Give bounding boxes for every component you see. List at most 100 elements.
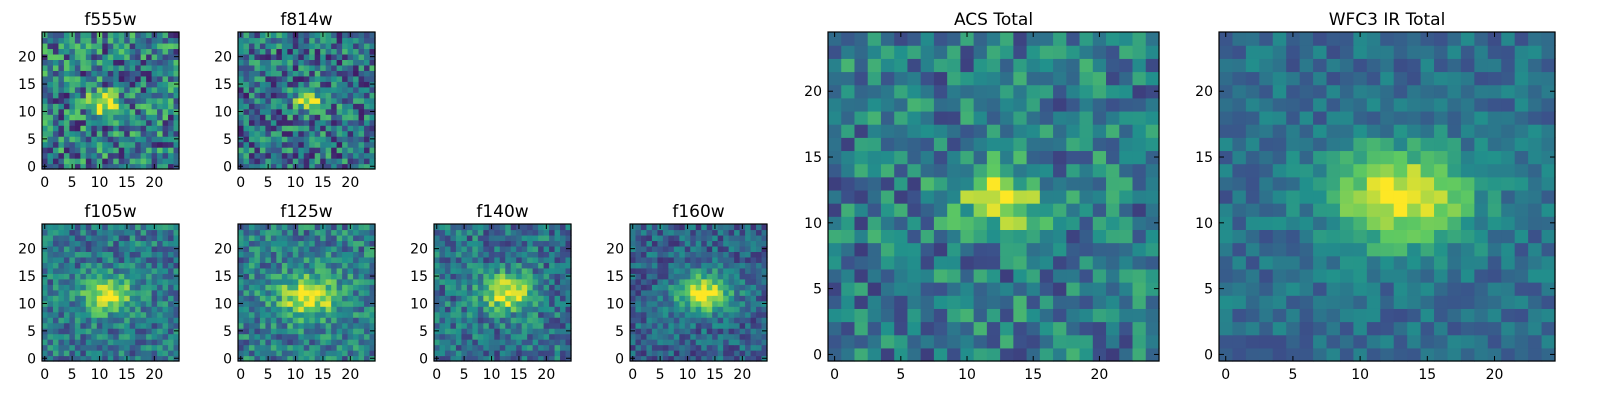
- heatmap-pixel: [973, 150, 988, 165]
- heatmap-pixel: [1514, 176, 1529, 191]
- heatmap-pixel: [651, 289, 658, 296]
- heatmap-pixel: [281, 97, 288, 104]
- heatmap-pixel: [69, 295, 76, 302]
- heatmap-pixel: [516, 300, 523, 307]
- heatmap-pixel: [292, 234, 299, 242]
- heatmap-pixel: [292, 70, 299, 77]
- heatmap-pixel: [960, 71, 975, 86]
- heatmap-pixel: [102, 355, 109, 362]
- heatmap-pixel: [701, 311, 708, 318]
- heatmap-pixel: [238, 339, 245, 346]
- heatmap-pixel: [1366, 308, 1381, 323]
- heatmap-pixel: [651, 262, 658, 269]
- heatmap-pixel: [243, 48, 250, 55]
- heatmap-pixel: [303, 147, 310, 154]
- heatmap-pixel: [560, 289, 567, 296]
- heatmap-pixel: [960, 308, 975, 323]
- heatmap-pixel: [151, 75, 158, 82]
- heatmap-pixel: [325, 130, 332, 137]
- heatmap-pixel: [1053, 308, 1067, 323]
- heatmap-pixel: [102, 141, 109, 148]
- heatmap-pixel: [85, 163, 92, 170]
- heatmap-pixel: [243, 355, 250, 362]
- heatmap-pixel: [947, 150, 961, 165]
- heatmap-pixel: [651, 355, 658, 362]
- heatmap-pixel: [243, 339, 250, 346]
- heatmap-pixel: [58, 234, 65, 242]
- heatmap-pixel: [439, 245, 446, 252]
- heatmap-pixel: [1487, 308, 1502, 323]
- heatmap-pixel: [364, 229, 371, 236]
- heatmap-pixel: [538, 229, 545, 236]
- heatmap-pixel: [1380, 334, 1395, 349]
- heatmap-pixel: [543, 350, 550, 357]
- heatmap-pixel: [118, 136, 125, 143]
- heatmap-pixel: [538, 344, 545, 351]
- heatmap-pixel: [538, 339, 545, 346]
- heatmap-pixel: [58, 344, 65, 351]
- heatmap-pixel: [516, 317, 523, 324]
- heatmap-pixel: [477, 317, 484, 324]
- heatmap-pixel: [270, 311, 277, 318]
- heatmap-pixel: [701, 317, 708, 324]
- heatmap-pixel: [52, 300, 60, 307]
- heatmap-pixel: [1106, 45, 1120, 59]
- heatmap-pixel: [701, 262, 708, 269]
- heatmap-pixel: [342, 37, 349, 44]
- heatmap-pixel: [369, 147, 376, 154]
- heatmap-pixel: [728, 273, 735, 280]
- heatmap-pixel: [510, 278, 517, 285]
- heatmap-pixel: [129, 245, 136, 252]
- heatmap-pixel: [151, 339, 158, 346]
- heatmap-pixel: [690, 256, 697, 263]
- heatmap-pixel: [867, 189, 882, 204]
- heatmap-pixel: [238, 267, 245, 274]
- heatmap-pixel: [494, 284, 501, 291]
- heatmap-pixel: [455, 339, 462, 346]
- heatmap-pixel: [532, 311, 539, 318]
- heatmap-pixel: [342, 42, 349, 50]
- heatmap-pixel: [331, 53, 338, 60]
- heatmap-pixel: [336, 130, 343, 137]
- heatmap-pixel: [668, 224, 675, 231]
- heatmap-pixel: [254, 350, 261, 357]
- x-tick-label: 15: [118, 367, 136, 383]
- heatmap-pixel: [461, 284, 468, 291]
- heatmap-pixel: [369, 229, 376, 236]
- heatmap-pixel: [466, 256, 473, 263]
- heatmap-pixel: [298, 81, 305, 88]
- heatmap-pixel: [270, 278, 277, 285]
- heatmap-pixel: [118, 350, 125, 357]
- heatmap-pixel: [42, 240, 49, 247]
- heatmap-pixel: [74, 234, 81, 242]
- heatmap-pixel: [168, 273, 175, 280]
- heatmap-pixel: [270, 350, 277, 357]
- heatmap-pixel: [309, 251, 316, 258]
- heatmap-pixel: [521, 284, 528, 291]
- heatmap-pixel: [173, 130, 180, 137]
- heatmap-pixel: [1286, 242, 1301, 257]
- heatmap-pixel: [85, 245, 92, 252]
- heatmap-pixel: [701, 278, 708, 285]
- heatmap-pixel: [331, 317, 338, 324]
- heatmap-pixel: [325, 75, 332, 82]
- heatmap-pixel: [828, 176, 842, 191]
- heatmap-pixel: [739, 278, 746, 285]
- heatmap-pixel: [287, 147, 294, 154]
- heatmap-pixel: [248, 350, 256, 357]
- heatmap-pixel: [107, 97, 114, 104]
- heatmap-pixel: [1460, 203, 1475, 217]
- heatmap-pixel: [364, 81, 371, 88]
- heatmap-pixel: [331, 114, 338, 121]
- heatmap-pixel: [298, 125, 305, 132]
- heatmap-pixel: [292, 339, 299, 346]
- heatmap-pixel: [107, 92, 114, 99]
- heatmap-pixel: [695, 322, 702, 329]
- heatmap-pixel: [303, 339, 310, 346]
- heatmap-pixel: [554, 311, 561, 318]
- heatmap-pixel: [135, 273, 142, 280]
- heatmap-pixel: [347, 125, 354, 132]
- heatmap-pixel: [129, 333, 136, 340]
- heatmap-pixel: [1079, 110, 1094, 125]
- heatmap-pixel: [173, 141, 180, 148]
